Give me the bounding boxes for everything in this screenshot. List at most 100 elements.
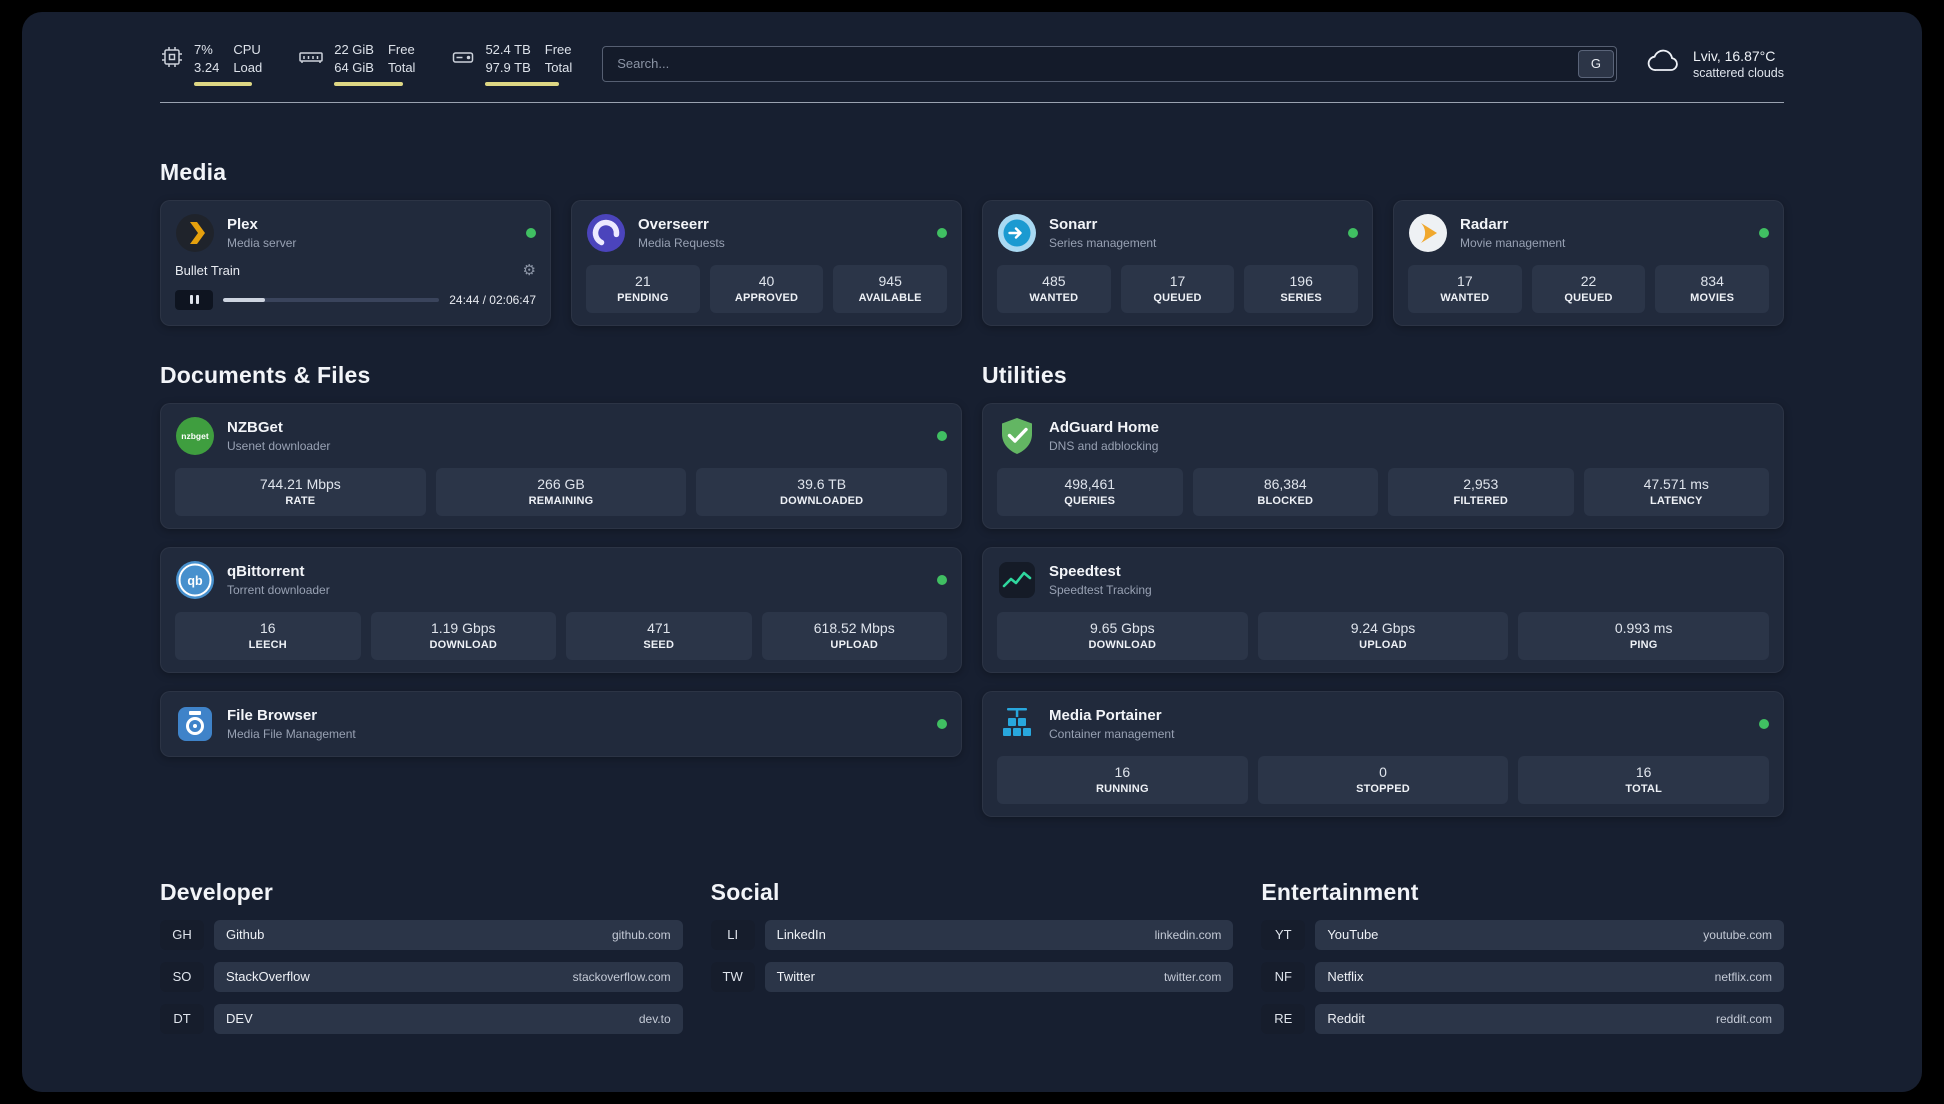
stat-tile: 498,461 QUERIES [997,467,1183,516]
stat-tile: 9.24 Gbps UPLOAD [1257,611,1509,660]
disk-free: 52.4 TB [485,42,531,57]
app-card-overseerr[interactable]: Overseerr Media Requests 21 PENDING 40 A… [571,199,962,326]
search-input[interactable] [605,56,1578,72]
app-subtitle: Container management [1049,726,1175,741]
dashboard: 7% 3.24 CPU Load [22,12,1922,1092]
disk-total-label: Total [544,59,573,75]
link-row-github: GH Github github.com [160,919,683,950]
overseerr-icon [586,213,626,253]
app-card-plex[interactable]: Plex Media server Bullet Train ⚙ [160,199,551,326]
status-dot [1759,227,1769,238]
search-engine-button[interactable]: G [1577,49,1614,78]
app-name: Speedtest [1049,562,1121,580]
app-subtitle: Media File Management [227,726,356,741]
app-card-speedtest[interactable]: Speedtest Speedtest Tracking 9.65 Gbps D… [982,546,1784,673]
link-netflix[interactable]: Netflix netflix.com [1315,961,1784,992]
disk-meter [485,81,560,86]
qbittorrent-icon: qb [175,560,215,600]
section-utilities: Utilities AdGuard Home DNS and adblockin… [982,362,1784,817]
app-card-portainer[interactable]: Media Portainer Container management 16 … [982,690,1784,817]
app-name: File Browser [227,706,318,724]
app-subtitle: Movie management [1460,235,1566,250]
cpu-percent: 7% [194,42,213,57]
link-reddit[interactable]: Reddit reddit.com [1315,1003,1784,1034]
weather-widget: Lviv, 16.87°C scattered clouds [1647,48,1784,80]
app-card-radarr[interactable]: Radarr Movie management 17 WANTED 22 QUE… [1393,199,1784,326]
link-row-linkedin: LI LinkedIn linkedin.com [710,919,1234,950]
svg-text:nzbget: nzbget [181,431,209,441]
app-name: NZBGet [227,418,283,436]
ram-free: 22 GiB [334,42,374,57]
stat-tile: 0 STOPPED [1257,755,1509,804]
app-subtitle: Series management [1049,235,1157,250]
app-card-filebrowser[interactable]: File Browser Media File Management [160,690,962,757]
section-developer: Developer GH Github github.com SO StackO… [160,879,683,1046]
stat-tile: 2,953 FILTERED [1388,467,1574,516]
stat-tile: 9.65 Gbps DOWNLOAD [997,611,1248,660]
status-dot [937,574,947,585]
status-dot [937,227,947,238]
stat-tile: 16 TOTAL [1518,755,1770,804]
cpu-load-label: Load [233,59,263,75]
app-card-nzbget[interactable]: nzbget NZBGet Usenet downloader 744.21 M… [160,402,962,529]
social-section-title: Social [710,878,780,905]
sonarr-icon [997,213,1037,253]
status-dot [937,430,947,441]
cpu-label: CPU [233,42,261,57]
stat-tile: 39.6 TB DOWNLOADED [696,467,948,516]
stat-tile: 16 RUNNING [997,755,1248,804]
playback-progress-bar[interactable] [223,297,440,302]
app-name: Sonarr [1049,215,1098,233]
stat-tile: 1.19 Gbps DOWNLOAD [370,611,556,660]
speedtest-icon [997,560,1037,600]
app-subtitle: DNS and adblocking [1049,438,1159,453]
status-dot [526,227,536,238]
link-badge: GH [160,919,204,950]
stat-tile: 266 GB REMAINING [435,467,687,516]
app-card-qbittorrent[interactable]: qb qBittorrent Torrent downloader 16 LEE… [160,546,962,673]
link-badge: DT [160,1003,204,1034]
stat-tile: 16 LEECH [175,611,361,660]
app-subtitle: Speedtest Tracking [1049,582,1152,597]
stat-tile: 47.571 ms LATENCY [1583,467,1769,516]
app-name: Radarr [1460,215,1509,233]
stat-tile: 485 WANTED [997,264,1111,313]
ram-total: 64 GiB [334,59,374,75]
stat-tile: 40 APPROVED [709,264,824,313]
stat-tile: 618.52 Mbps UPLOAD [761,611,947,660]
app-name: Overseerr [638,215,709,233]
cpu-meter [194,81,252,86]
plex-progress-fill [223,297,266,302]
app-subtitle: Media Requests [638,235,725,250]
weather-location: Lviv, 16.87°C [1692,47,1776,64]
plex-icon [175,213,215,253]
disk-free-label: Free [544,42,572,57]
section-documents: Documents & Files nzbget NZBGet Usenet d… [160,362,962,757]
link-stackoverflow[interactable]: StackOverflow stackoverflow.com [214,961,683,992]
app-card-adguard[interactable]: AdGuard Home DNS and adblocking 498,461 … [982,402,1784,529]
filebrowser-icon [175,704,215,744]
link-badge: RE [1261,1003,1306,1034]
section-media: Media Plex Media server Bullet Train [160,159,1784,326]
status-dot [1759,718,1769,729]
status-dot [1348,227,1358,238]
link-row-netflix: NF Netflix netflix.com [1261,961,1784,992]
link-badge: YT [1261,919,1306,950]
disk-widget: 52.4 TB 97.9 TB Free Total [451,42,572,86]
gear-icon[interactable]: ⚙ [522,261,536,279]
link-badge: LI [710,919,755,950]
search-bar: G [602,45,1617,82]
link-twitter[interactable]: Twitter twitter.com [764,961,1234,992]
link-dev[interactable]: DEV dev.to [214,1003,683,1034]
cpu-icon [160,45,184,74]
pause-button[interactable] [175,289,213,310]
link-row-twitter: TW Twitter twitter.com [710,961,1234,992]
weather-condition: scattered clouds [1692,65,1784,80]
link-linkedin[interactable]: LinkedIn linkedin.com [764,919,1234,950]
link-youtube[interactable]: YouTube youtube.com [1315,919,1784,950]
link-github[interactable]: Github github.com [214,919,683,950]
stat-tile: 0.993 ms PING [1518,611,1770,660]
status-dot [937,718,947,729]
stat-tile: 471 SEED [566,611,752,660]
app-card-sonarr[interactable]: Sonarr Series management 485 WANTED 17 Q… [982,199,1373,326]
